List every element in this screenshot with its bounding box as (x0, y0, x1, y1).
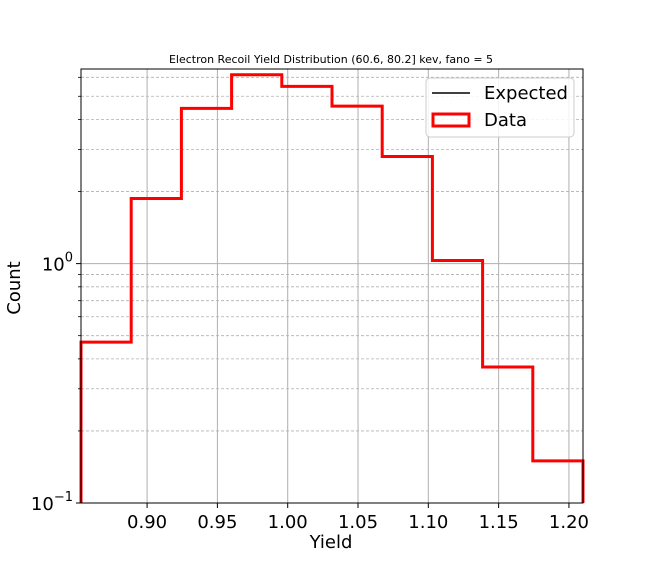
chart-title: Electron Recoil Yield Distribution (60.6… (169, 53, 493, 66)
legend-data-label: Data (484, 110, 527, 131)
x-axis-label: Yield (309, 532, 353, 553)
data-step-line (81, 75, 583, 503)
x-tick-label: 0.95 (197, 512, 237, 533)
legend: Expected Data (426, 78, 574, 137)
x-tick-label: 1.10 (408, 512, 448, 533)
x-tick-label: 1.05 (338, 512, 378, 533)
y-axis-label: Count (4, 261, 25, 314)
x-tick-label: 1.20 (549, 512, 589, 533)
x-tick-label: 1.15 (479, 512, 519, 533)
y-tick-label: 100 (42, 251, 73, 276)
data-step-histogram (81, 75, 583, 503)
x-tick-label: 0.90 (127, 512, 167, 533)
x-axis-ticks: 0.90 0.95 1.00 1.05 1.10 1.15 1.20 (127, 503, 589, 533)
legend-expected-label: Expected (484, 83, 568, 104)
y-tick-label: 10−1 (31, 490, 73, 515)
y-axis-ticks: 10−1 100 (31, 77, 81, 515)
x-tick-label: 1.00 (268, 512, 308, 533)
